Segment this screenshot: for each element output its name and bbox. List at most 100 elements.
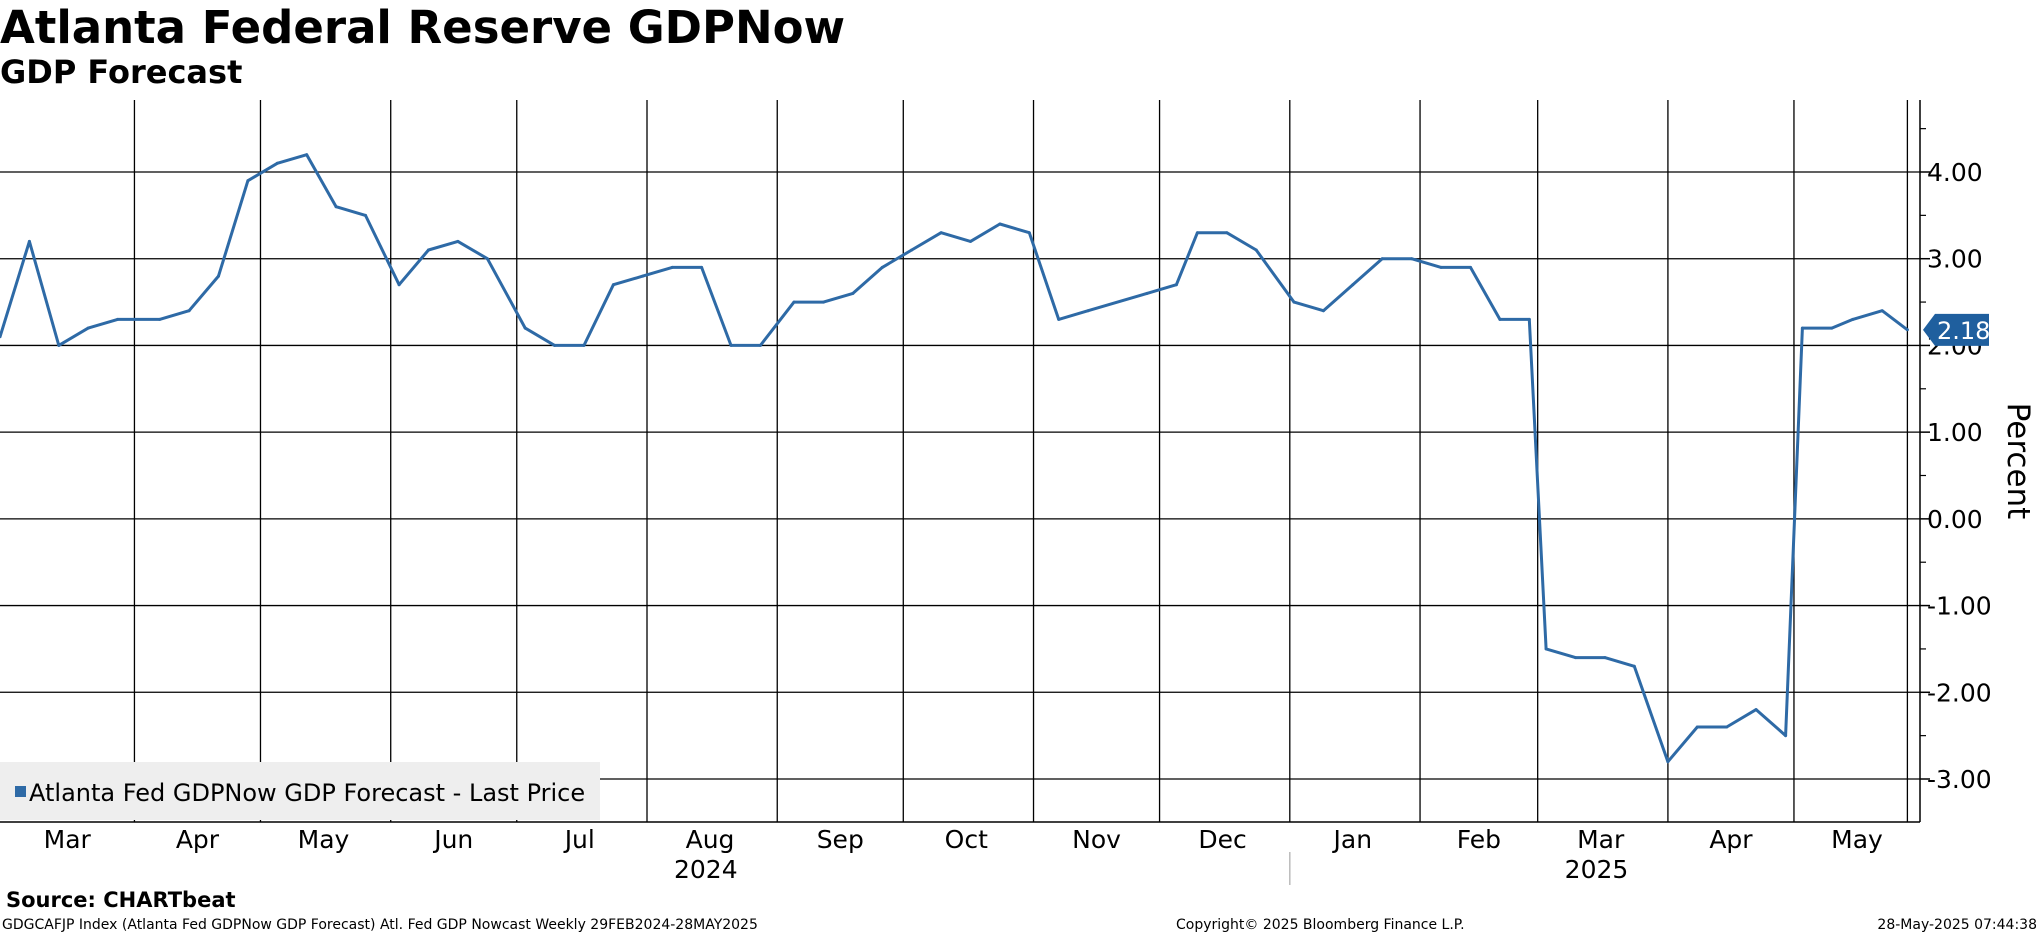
x-month-label: Feb (1457, 825, 1501, 854)
data-point (1380, 257, 1384, 261)
x-axis-month-labels: Mar Apr May Jun Jul Aug Sep Oct Nov Dec Jan Feb Mar A… (44, 825, 1883, 854)
chart-svg: 4.003.002.001.000.00-1.00-2.00-3.00 Mar A… (0, 100, 2036, 885)
data-point (456, 239, 460, 243)
data-point (998, 222, 1002, 226)
data-point (1254, 248, 1258, 252)
data-point (1830, 326, 1834, 330)
data-point (0, 335, 2, 339)
data-point (1544, 647, 1548, 651)
footer-timestamp: 28-May-2025 07:44:38 (1877, 917, 2037, 933)
horizontal-gridlines (0, 171, 1920, 780)
data-point (275, 161, 279, 165)
data-point (1439, 265, 1443, 269)
data-point (939, 231, 943, 235)
x-year-label: 2024 (674, 855, 738, 884)
vertical-gridlines (133, 100, 1909, 822)
data-point (1695, 725, 1699, 729)
data-point (969, 239, 972, 243)
last-value-label: 2.18 (1937, 317, 1990, 345)
chart-title: Atlanta Federal Reserve GDPNow (0, 1, 846, 54)
data-point (1603, 656, 1607, 660)
data-point (158, 317, 162, 321)
legend-label: Atlanta Fed GDPNow GDP Forecast - Last P… (29, 779, 585, 807)
data-point (641, 274, 645, 278)
x-month-label: Jan (1332, 825, 1373, 854)
x-month-label: Apr (1709, 825, 1753, 854)
series-line-path (0, 153, 1909, 764)
data-point (700, 265, 704, 269)
data-point (217, 274, 220, 278)
data-point (1800, 326, 1804, 330)
y-tick-label: 1.00 (1927, 418, 1983, 447)
data-point (611, 283, 615, 287)
data-point (364, 213, 367, 217)
footer-index-info: GDGCAFJP Index (Atlanta Fed GDPNow GDP F… (2, 917, 758, 933)
data-point (116, 317, 120, 321)
data-point (57, 343, 61, 347)
data-point (1351, 283, 1355, 287)
x-month-label: Dec (1198, 825, 1246, 854)
legend-background (0, 762, 600, 820)
data-point (822, 300, 825, 304)
data-point (1321, 309, 1325, 313)
data-point (1225, 231, 1229, 235)
data-point (427, 248, 430, 252)
data-point (1086, 309, 1090, 313)
data-point (1292, 300, 1296, 304)
data-point (1498, 317, 1502, 321)
y-tick-label: 3.00 (1927, 245, 1983, 274)
data-point (1057, 317, 1061, 321)
data-points (0, 153, 1909, 764)
data-point (1410, 257, 1414, 261)
data-point (1754, 708, 1758, 712)
y-axis-tick-labels: 4.003.002.001.000.00-1.00-2.00-3.00 (1927, 158, 1992, 794)
x-month-label: Oct (945, 825, 988, 854)
data-point (1725, 725, 1729, 729)
data-point (792, 300, 796, 304)
x-month-label: May (1831, 825, 1883, 854)
x-month-label: Mar (44, 825, 92, 854)
last-value-badge-shape (1923, 313, 1989, 346)
y-axis-label: Percent (2000, 403, 2036, 520)
x-month-label: May (298, 825, 350, 854)
x-month-label: Nov (1072, 825, 1121, 854)
data-point (1905, 328, 1909, 332)
data-point (86, 326, 90, 330)
x-axis-year-labels: 2024 2025 (674, 855, 1628, 884)
y-tick-label: -2.00 (1927, 678, 1992, 707)
data-point (485, 257, 489, 261)
data-point (1527, 317, 1531, 321)
data-point (1851, 317, 1855, 321)
legend-swatch-icon (15, 786, 26, 797)
data-point (246, 179, 250, 183)
data-point (1784, 734, 1788, 738)
data-point (1145, 291, 1149, 295)
x-year-label: 2025 (1565, 855, 1629, 884)
y-tick-label: -1.00 (1927, 592, 1992, 621)
data-point (758, 343, 762, 347)
x-month-label: Sep (817, 825, 864, 854)
data-point (523, 326, 527, 330)
data-point (851, 291, 855, 295)
data-point (553, 343, 557, 347)
data-point (397, 283, 401, 287)
y-tick-label: 0.00 (1927, 505, 1983, 534)
series-line (0, 153, 1909, 764)
data-point (1174, 283, 1178, 287)
last-value-badge: 2.18 (1923, 313, 1990, 346)
data-point (334, 205, 338, 209)
data-point (1632, 664, 1636, 668)
data-point (1574, 656, 1577, 660)
y-axis-ticks (1920, 128, 1930, 780)
x-month-label: Mar (1577, 825, 1625, 854)
footer-copyright: Copyright© 2025 Bloomberg Finance L.P. (1176, 917, 1465, 933)
data-point (1880, 309, 1884, 313)
data-point (1469, 265, 1472, 269)
x-month-label: Aug (686, 825, 735, 854)
x-month-label: Jun (432, 825, 473, 854)
x-month-label: Jul (563, 825, 595, 854)
chart-subtitle: GDP Forecast (0, 53, 243, 91)
y-tick-label: -3.00 (1927, 765, 1992, 794)
x-month-label: Apr (176, 825, 220, 854)
data-point (1027, 231, 1031, 235)
